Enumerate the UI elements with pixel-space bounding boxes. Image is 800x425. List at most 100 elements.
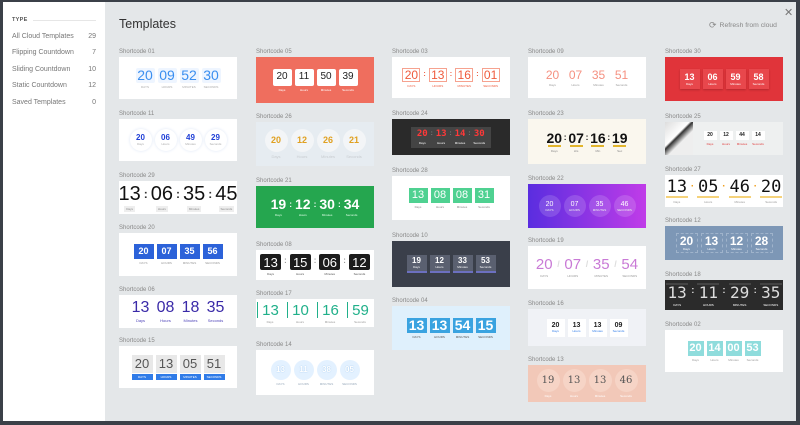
refresh-icon: ⟳ — [709, 20, 717, 30]
countdown-unit: 09 HOURS — [157, 67, 177, 89]
countdown-unit: 07 HOURS — [563, 257, 583, 278]
countdown-unit: 13 Days — [130, 300, 152, 324]
countdown-unit: 13 Minutes — [588, 369, 612, 398]
template-card[interactable]: 20 Days:07 Hrs:16 Min:19 Sec — [528, 119, 646, 164]
countdown-label: Minutes — [321, 213, 333, 217]
digit-box: 46 — [728, 178, 751, 198]
template-name: Shortcode 14 — [256, 342, 292, 348]
countdown-label: Seconds — [473, 140, 486, 145]
template-card[interactable]: 20 Days 11 Hours 50 Minutes 39 Seconds — [256, 57, 374, 103]
sidebar-item[interactable]: Sliding Countdown 10 — [12, 62, 96, 76]
countdown-value: 20 — [136, 133, 145, 142]
template-card[interactable]: 13 Days 10 Hours 16 Minutes 59 Seconds — [256, 299, 374, 327]
countdown-value: 05 — [182, 356, 198, 371]
digit-box: 12 — [290, 129, 314, 152]
sidebar-item-label: Sliding Countdown — [12, 65, 71, 73]
template-card[interactable]: 19 Days 13 Hours 13 Minutes 46 Seconds — [528, 365, 646, 402]
template-card[interactable]: 20 Days 13 Hours 13 Minutes 09 Seconds — [528, 309, 646, 346]
sidebar-item[interactable]: All Cloud Templates 29 — [12, 29, 96, 43]
countdown-value: 12 — [729, 234, 744, 248]
template-card[interactable]: 20 Days 14 Hours 00 Minutes 53 Seconds — [665, 330, 783, 372]
countdown-value: 21 — [348, 135, 359, 145]
countdown-label: MINUTES — [732, 303, 747, 307]
countdown-value: 29 — [211, 133, 220, 142]
sidebar-item[interactable]: Flipping Countdown 7 — [12, 46, 96, 60]
digit-box: 13 — [588, 369, 612, 392]
countdown-value: 26 — [322, 135, 333, 145]
countdown-unit: 33 Minutes — [452, 255, 473, 273]
countdown-value: 12 — [296, 135, 307, 145]
countdown-value: 11 — [698, 283, 719, 302]
template-card[interactable]: 19 Days:12 Hours:30 Minutes:34 Seconds — [256, 186, 374, 228]
countdown-unit: 13 DAYS — [270, 359, 291, 386]
digit-box: 35 — [179, 244, 200, 259]
sidebar-item[interactable]: Static Countdown 12 — [12, 79, 96, 93]
countdown-unit: 13 Hours — [567, 318, 586, 337]
countdown-value: 13 — [567, 374, 581, 386]
digit-box: 35 — [591, 257, 611, 272]
countdown-unit: 59 Seconds — [346, 302, 374, 324]
template-card[interactable]: 19 Days 12 Hours 33 Minutes 53 Seconds — [392, 241, 510, 287]
template-card[interactable]: 13 Days · 05 Hours · 46 Minutes · 20 Seconds — [665, 175, 783, 207]
template-card[interactable]: 13 DAYS:11 HOURS:29 MINUTES:35 SECONDS — [665, 280, 783, 310]
template-card[interactable]: 20 DAYS/07 HOURS/35 MINUTES/54 SECONDS — [528, 246, 646, 289]
template-card[interactable]: 20 DAYS:13 HOURS:16 MINUTES:01 SECONDS — [392, 57, 510, 98]
countdown-unit: 38 MINUTES — [316, 359, 337, 386]
countdown-value: 11 — [299, 364, 308, 374]
countdown-label: MINUTES — [455, 334, 470, 339]
countdown-unit: 39 Seconds — [338, 68, 358, 92]
countdown-label: HOURS — [155, 373, 177, 380]
countdown-unit: 30 Seconds — [473, 129, 486, 145]
close-icon[interactable]: ✕ — [784, 7, 794, 19]
countdown-unit: 30 SECONDS — [201, 67, 221, 89]
sidebar-item-count: 7 — [92, 49, 96, 56]
template-card[interactable]: 20 Days 06 Hours 49 Minutes 29 Seconds — [119, 119, 237, 161]
template-name: Shortcode 28 — [392, 168, 428, 174]
countdown-unit: 05 Hours — [697, 178, 720, 204]
template-card[interactable]: 20 Days 07 Hours 35 Minutes 51 Seconds — [528, 57, 646, 98]
template-card[interactable]: 20 Days 12 Hours 26 Minutes 21 Seconds — [256, 122, 374, 166]
template-card[interactable]: 13 Days 06 Hours 59 Minutes 58 Seconds — [665, 57, 783, 101]
template-card[interactable]: 13 Days 08 Hours 18 Minutes 35 Seconds — [119, 295, 237, 328]
template-card[interactable]: 20 DAYS 13 HOURS 05 MINUTES 51 SECONDS — [119, 346, 237, 388]
template-card[interactable]: 13 Days:15 Hours:06 Minutes:12 Seconds — [256, 250, 374, 280]
countdown-value: 20 — [137, 67, 153, 83]
countdown-value: 19 — [412, 256, 421, 265]
countdown-value: 34 — [343, 196, 360, 212]
template-card[interactable]: 20 DAYS 09 HOURS 52 MINUTES 30 SECONDS — [119, 57, 237, 99]
digit-box: 20 DAYS — [538, 195, 561, 217]
countdown-value: 16 — [457, 67, 471, 82]
countdown-unit: 19 Sec — [612, 131, 628, 153]
template-card[interactable]: 13 Days 08 Hours 08 Minutes 31 Seconds — [392, 176, 510, 220]
countdown-unit: 13 Days — [408, 187, 428, 209]
countdown-unit: 08 Hours — [155, 300, 177, 324]
refresh-button[interactable]: ⟳ Refresh from cloud — [709, 20, 777, 31]
template-card[interactable]: 13 Days:06 Hours:35 Minutes:45 Seconds — [119, 181, 237, 214]
template-card[interactable]: 20 Days 12 Hours 44 Minutes 14 Seconds — [665, 122, 783, 155]
countdown-label: Hours — [160, 318, 171, 323]
separator: · — [722, 180, 726, 192]
countdown-unit: 19 Days — [406, 255, 427, 273]
countdown-label: MINUTES — [592, 207, 607, 212]
separator: : — [722, 285, 726, 297]
countdown-value: 12 — [295, 196, 311, 212]
digit-box: 06 — [319, 254, 341, 270]
countdown-unit: 29 MINUTES — [728, 283, 751, 307]
sidebar-item[interactable]: Saved Templates 0 — [12, 95, 96, 109]
countdown-value: 13 — [572, 322, 581, 329]
template-card[interactable]: 20 Days 13 Hours 12 Minutes 28 Seconds — [665, 226, 783, 260]
countdown-label: Days — [683, 247, 690, 251]
countdown-value: 54 — [621, 256, 639, 273]
digit-box: 13 — [155, 354, 177, 373]
template-card[interactable]: 13 DAYS 11 HOURS 38 MINUTES 05 SECONDS — [256, 350, 374, 395]
digit-box: 19 — [612, 131, 627, 147]
countdown-label: Hours — [437, 140, 446, 145]
template-card[interactable]: 13 DAYS 13 HOURS 54 MINUTES 15 SECONDS — [392, 306, 510, 350]
countdown-value: 20 — [546, 129, 563, 146]
template-card[interactable]: 20 DAYS 07 HOURS 35 MINUTES 46 SECONDS — [528, 184, 646, 228]
templates-modal: TYPE All Cloud Templates 29 Flipping Count… — [3, 2, 796, 421]
template-card[interactable]: 20 Days:13 Hours:14 Minutes:30 Seconds — [392, 119, 510, 155]
template-card[interactable]: 20 DAYS 07 HOURS 35 MINUTES 56 SECONDS — [119, 233, 237, 276]
sidebar-item-label: Saved Templates — [12, 98, 66, 106]
countdown-label: Hours — [710, 357, 719, 362]
